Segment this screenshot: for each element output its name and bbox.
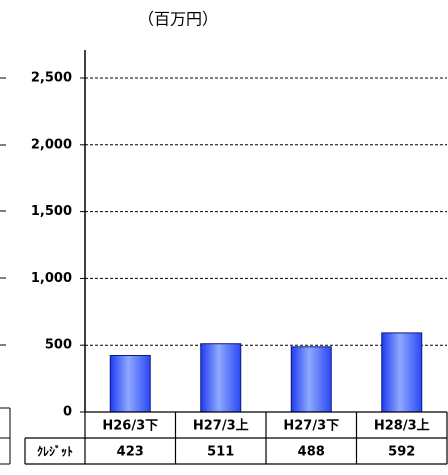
table-value: 423 (117, 445, 144, 460)
y-tick-label: 0 (63, 405, 72, 420)
cropped-fragment (0, 77, 11, 465)
y-tick-label: 2,500 (31, 71, 72, 86)
y-tick-label: 1,500 (31, 204, 72, 219)
chart-title: （百万円） (138, 10, 218, 29)
bar (200, 343, 242, 413)
x-tick-label: H28/3上 (374, 419, 430, 434)
y-tick-label: 500 (45, 338, 72, 353)
bar (290, 346, 332, 413)
table-value: 592 (388, 445, 415, 460)
bar (109, 354, 151, 413)
bar (381, 332, 423, 413)
legend-label: ｸﾚｼﾞｯﾄ (37, 444, 73, 459)
y-tick-label: 1,000 (31, 271, 72, 286)
y-tick-label: 2,000 (31, 137, 72, 152)
x-tick-label: H26/3下 (102, 419, 158, 434)
x-tick-label: H27/3上 (193, 419, 249, 434)
table-value: 511 (207, 445, 234, 460)
table-value: 488 (298, 445, 325, 460)
x-tick-label: H27/3下 (283, 419, 339, 434)
